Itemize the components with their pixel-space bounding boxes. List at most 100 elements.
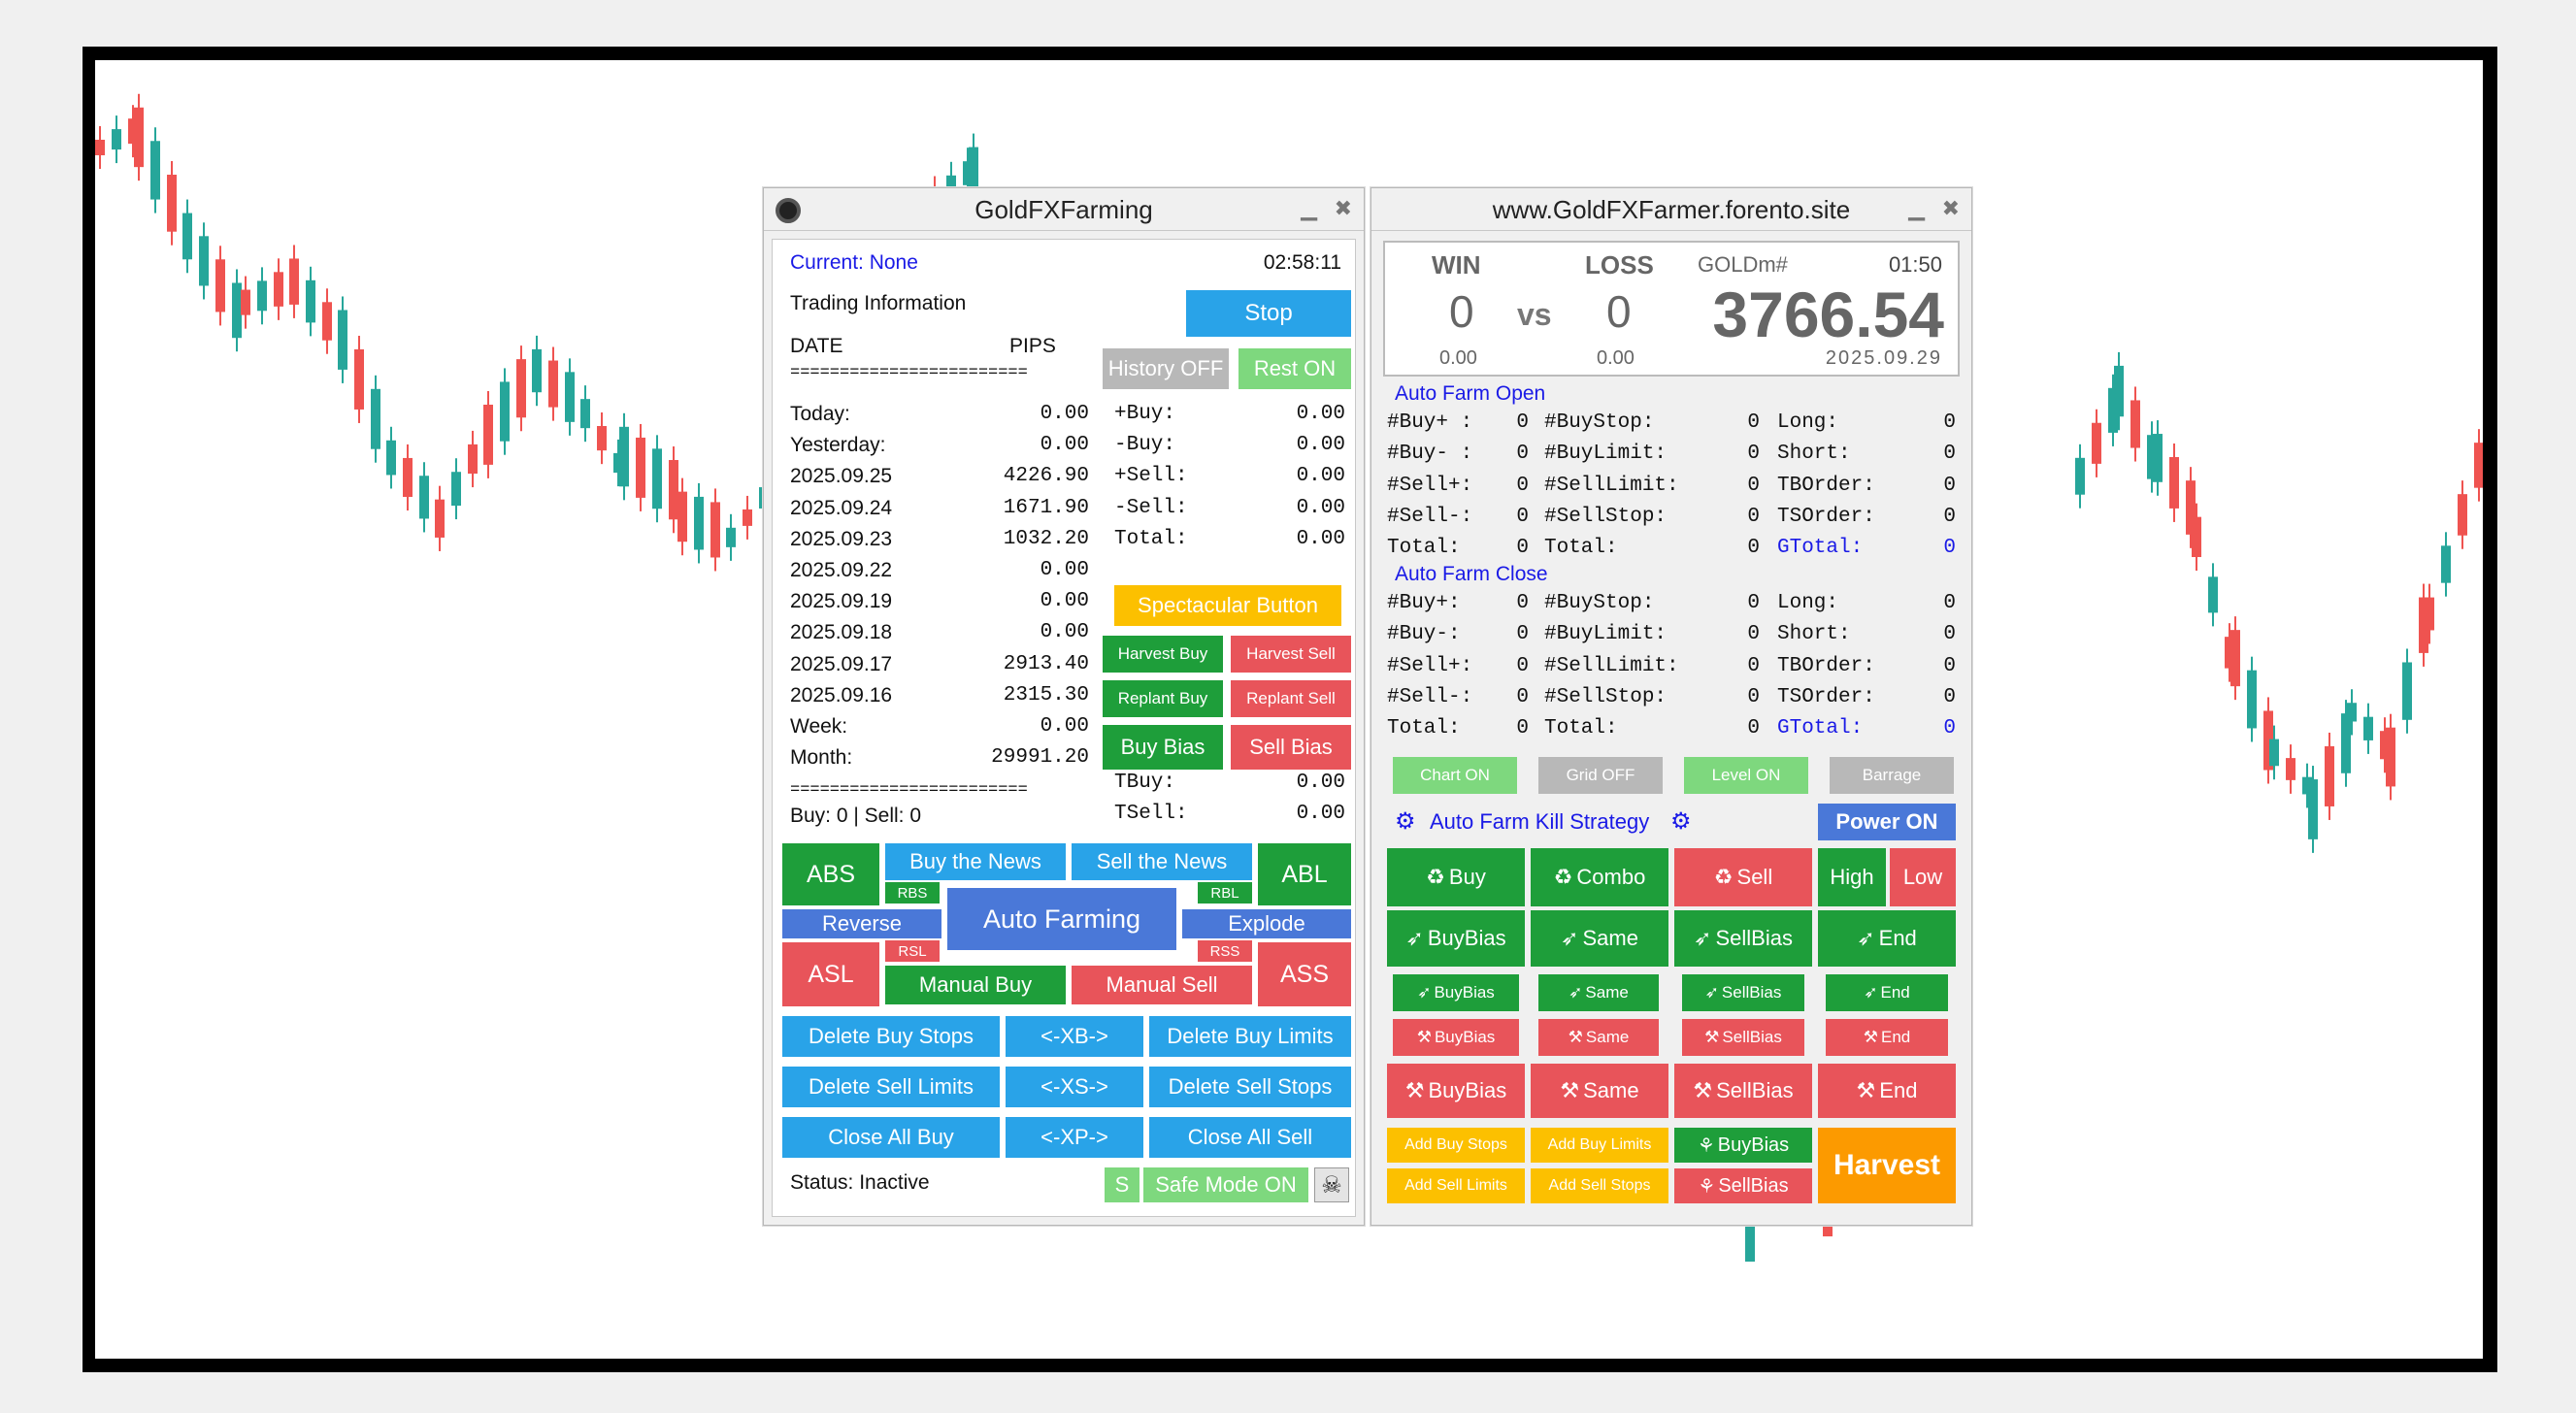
auto-farm-close-cell: Long: — [1777, 592, 1839, 614]
abl-button[interactable]: ABL — [1258, 843, 1351, 905]
candle-body — [354, 348, 364, 410]
minimize-icon[interactable]: ▁ — [1301, 196, 1317, 220]
xb-button[interactable]: <-XB-> — [1006, 1016, 1143, 1057]
manual-buy-button[interactable]: Manual Buy — [885, 966, 1066, 1004]
add-sell-stops-button[interactable]: Add Sell Stops — [1531, 1168, 1668, 1203]
rbs-tag[interactable]: RBS — [885, 882, 940, 904]
pips-row-label: Month: — [790, 746, 853, 770]
sellbias-button[interactable]: ➶ SellBias — [1674, 910, 1812, 967]
chart-on-button[interactable]: Chart ON — [1393, 757, 1517, 794]
same-button[interactable]: ➶ Same — [1531, 910, 1668, 967]
asl-button[interactable]: ASL — [782, 942, 879, 1006]
candle-body — [516, 359, 526, 418]
buybias-harvest-small-button-2[interactable]: ⚘ BuyBias — [1674, 1128, 1812, 1163]
xs-button[interactable]: <-XS-> — [1006, 1067, 1143, 1107]
reverse-button[interactable]: Reverse — [782, 909, 941, 938]
delete-sell-stops-button[interactable]: Delete Sell Stops — [1149, 1067, 1351, 1107]
candle-body — [2425, 597, 2434, 631]
rest-button[interactable]: Rest ON — [1238, 348, 1351, 389]
candle-body — [565, 372, 575, 422]
auto-farm-open-cell: #Buy+ : — [1387, 411, 1473, 434]
close-all-buy-button[interactable]: Close All Buy — [782, 1117, 1000, 1158]
rbl-tag[interactable]: RBL — [1198, 882, 1252, 904]
buybias-small-button[interactable]: ➶ BuyBias — [1393, 974, 1519, 1011]
replant-sell-button[interactable]: Replant Sell — [1231, 680, 1351, 717]
sellbias-harvest-small-button[interactable]: ⚒ SellBias — [1682, 1019, 1804, 1056]
ass-button[interactable]: ASS — [1258, 942, 1351, 1006]
stop-button[interactable]: Stop — [1186, 290, 1351, 337]
add-buy-limits-button[interactable]: Add Buy Limits — [1531, 1128, 1668, 1163]
barrage-button[interactable]: Barrage — [1830, 757, 1954, 794]
candle-body — [2108, 387, 2118, 433]
pips-row-value: 0.00 — [1040, 715, 1089, 738]
end-button[interactable]: ➶ End — [1818, 910, 1956, 967]
s-button[interactable]: S — [1105, 1167, 1139, 1202]
abs-button[interactable]: ABS — [782, 843, 879, 905]
same-harvest-small-button[interactable]: ⚒ Same — [1538, 1019, 1659, 1056]
auto-farm-open-cell: 0 — [1943, 505, 1956, 528]
buy-button[interactable]: ♻ Buy — [1387, 848, 1525, 906]
history-button[interactable]: History OFF — [1103, 348, 1229, 389]
same-harvest-button[interactable]: ⚒ Same — [1531, 1064, 1668, 1118]
symbol-label: GOLDm# — [1698, 252, 1788, 277]
candle-body — [677, 491, 687, 542]
manual-sell-button[interactable]: Manual Sell — [1072, 966, 1252, 1004]
sellbias-small-button[interactable]: ➶ SellBias — [1682, 974, 1804, 1011]
minimize-icon[interactable]: ▁ — [1908, 196, 1925, 220]
auto-farm-open-cell: #SellLimit: — [1544, 474, 1679, 497]
sell-bias-button[interactable]: Sell Bias — [1231, 725, 1351, 770]
auto-farming-button[interactable]: Auto Farming — [947, 888, 1176, 950]
delete-buy-stops-button[interactable]: Delete Buy Stops — [782, 1016, 1000, 1057]
candle-body — [274, 272, 283, 307]
sellbias-harvest-button[interactable]: ⚒ SellBias — [1674, 1064, 1812, 1118]
candle-body — [2286, 758, 2295, 780]
buybias-harvest-button[interactable]: ⚒ BuyBias — [1387, 1064, 1525, 1118]
end-small-button[interactable]: ➶ End — [1826, 974, 1948, 1011]
panel-title-bar[interactable]: www.GoldFXFarmer.forento.site ▁ ✖ — [1371, 188, 1971, 231]
grid-off-button[interactable]: Grid OFF — [1538, 757, 1663, 794]
rsl-tag[interactable]: RSL — [885, 940, 940, 962]
xp-button[interactable]: <-XP-> — [1006, 1117, 1143, 1158]
low-button[interactable]: Low — [1890, 848, 1956, 906]
buybias-button[interactable]: ➶ BuyBias — [1387, 910, 1525, 967]
skull-icon[interactable]: ☠ — [1314, 1167, 1349, 1202]
delete-sell-limits-button[interactable]: Delete Sell Limits — [782, 1067, 1000, 1107]
close-icon[interactable]: ✖ — [1941, 196, 1960, 220]
auto-farm-open-cell: GTotal: — [1777, 537, 1864, 560]
auto-farm-close-cell: 0 — [1943, 623, 1956, 646]
high-button[interactable]: High — [1818, 848, 1886, 906]
panel-title: GoldFXFarming — [974, 195, 1153, 224]
sell-the-news-button[interactable]: Sell the News — [1072, 843, 1252, 880]
auto-farm-open-cell: 0 — [1516, 443, 1529, 466]
combo-button[interactable]: ♻ Combo — [1531, 848, 1668, 906]
end-harvest-button[interactable]: ⚒ End — [1818, 1064, 1956, 1118]
order-stat-label: Total: — [1114, 527, 1188, 550]
candle-body — [435, 499, 445, 538]
close-icon[interactable]: ✖ — [1334, 196, 1352, 220]
candle-body — [338, 310, 347, 370]
buybias-harvest-small-button[interactable]: ⚒ BuyBias — [1393, 1019, 1519, 1056]
delete-buy-limits-button[interactable]: Delete Buy Limits — [1149, 1016, 1351, 1057]
buy-the-news-button[interactable]: Buy the News — [885, 843, 1066, 880]
sell-button[interactable]: ♻ Sell — [1674, 848, 1812, 906]
candle-body — [2153, 434, 2163, 482]
add-buy-stops-button[interactable]: Add Buy Stops — [1387, 1128, 1525, 1163]
level-on-button[interactable]: Level ON — [1684, 757, 1808, 794]
rss-tag[interactable]: RSS — [1198, 940, 1252, 962]
power-on-button[interactable]: Power ON — [1818, 804, 1956, 840]
sellbias-harvest-small-button-2[interactable]: ⚘ SellBias — [1674, 1168, 1812, 1203]
auto-farm-open-cell: #SellStop: — [1544, 505, 1668, 528]
panel-title-bar[interactable]: GoldFXFarming ▁ ✖ — [764, 188, 1364, 231]
add-sell-limits-button[interactable]: Add Sell Limits — [1387, 1168, 1525, 1203]
end-harvest-small-button[interactable]: ⚒ End — [1826, 1019, 1948, 1056]
spectacular-button[interactable]: Spectacular Button — [1114, 585, 1341, 626]
explode-button[interactable]: Explode — [1182, 909, 1351, 938]
buy-bias-button[interactable]: Buy Bias — [1103, 725, 1223, 770]
harvest-buy-button[interactable]: Harvest Buy — [1103, 636, 1223, 673]
harvest-sell-button[interactable]: Harvest Sell — [1231, 636, 1351, 673]
safe-mode-button[interactable]: Safe Mode ON — [1143, 1167, 1308, 1202]
harvest-button[interactable]: Harvest — [1818, 1128, 1956, 1203]
close-all-sell-button[interactable]: Close All Sell — [1149, 1117, 1351, 1158]
replant-buy-button[interactable]: Replant Buy — [1103, 680, 1223, 717]
same-small-button[interactable]: ➶ Same — [1538, 974, 1659, 1011]
